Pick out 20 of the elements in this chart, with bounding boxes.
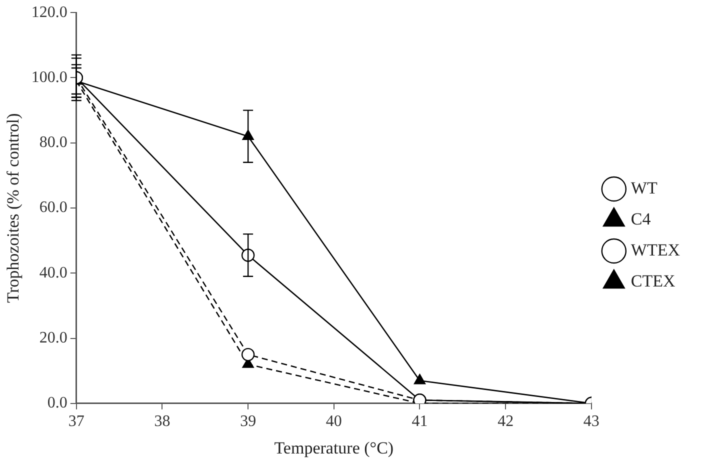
legend-label: CTEX <box>630 271 676 290</box>
legend-label: C4 <box>630 209 652 228</box>
x-tick-label: 39 <box>240 413 256 430</box>
legend-label: WT <box>630 178 658 198</box>
x-tick-label: 43 <box>583 413 600 430</box>
y-tick-label: 20.0 <box>39 329 68 346</box>
y-tick-label: 100.0 <box>31 68 68 86</box>
x-tick-label: 38 <box>154 413 170 430</box>
x-tick-label: 40 <box>326 413 342 430</box>
y-tick-label: 120.0 <box>31 4 68 21</box>
x-tick-label: 41 <box>412 413 428 430</box>
y-tick-label: 80.0 <box>39 134 68 152</box>
y-tick-label: 40.0 <box>39 264 68 282</box>
y-tick-label: 60.0 <box>39 199 68 216</box>
y-tick-label: 0.0 <box>47 394 68 412</box>
y-axis-title: Trophozoites (% of control) <box>4 113 23 303</box>
x-tick-label: 42 <box>498 413 514 430</box>
x-tick-label: 37 <box>68 413 84 430</box>
legend-label: WTEX <box>630 240 680 260</box>
x-axis-title: Temperature (°C) <box>274 438 394 458</box>
